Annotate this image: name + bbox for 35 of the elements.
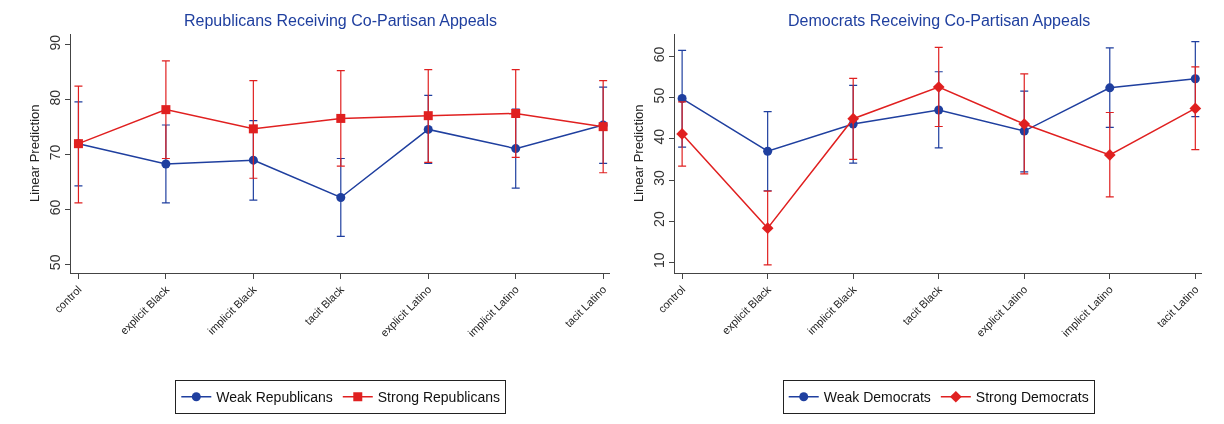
point [511, 108, 521, 118]
y-tick-label: 90 [46, 34, 63, 51]
point [1105, 83, 1115, 93]
point [336, 192, 346, 202]
point [336, 113, 346, 123]
y-tick-label: 20 [650, 211, 667, 227]
point [763, 146, 773, 156]
legend-label: Strong Democrats [975, 389, 1089, 406]
point [1018, 118, 1031, 130]
point [1103, 149, 1116, 161]
y-axis-title: Linear Prediction [630, 104, 646, 203]
point [761, 222, 774, 235]
y-tick-label: 60 [650, 46, 667, 63]
legend-label: Weak Republicans [216, 389, 333, 406]
point [847, 112, 860, 125]
point [676, 128, 688, 140]
y-tick-label: 60 [46, 199, 63, 216]
y-tick-label: 40 [650, 128, 667, 145]
point [248, 124, 258, 134]
y-tick-label: 10 [650, 252, 667, 269]
legend-label: Strong Republicans [377, 389, 500, 406]
y-tick-label: 70 [46, 144, 63, 161]
chart-title: Republicans Receiving Co-Partisan Appeals [184, 12, 498, 29]
y-tick-label: 30 [650, 169, 667, 186]
y-tick-label: 50 [650, 87, 667, 104]
point [423, 111, 433, 121]
chart-title: Democrats Receiving Co-Partisan Appeals [788, 12, 1091, 29]
y-tick-label: 50 [46, 254, 63, 271]
y-axis-title: Linear Prediction [26, 104, 42, 203]
legend-label: Weak Democrats [823, 389, 931, 406]
point [161, 159, 171, 169]
point [161, 105, 171, 115]
y-tick-label: 80 [46, 89, 63, 106]
point [1189, 102, 1202, 115]
point [932, 81, 945, 93]
